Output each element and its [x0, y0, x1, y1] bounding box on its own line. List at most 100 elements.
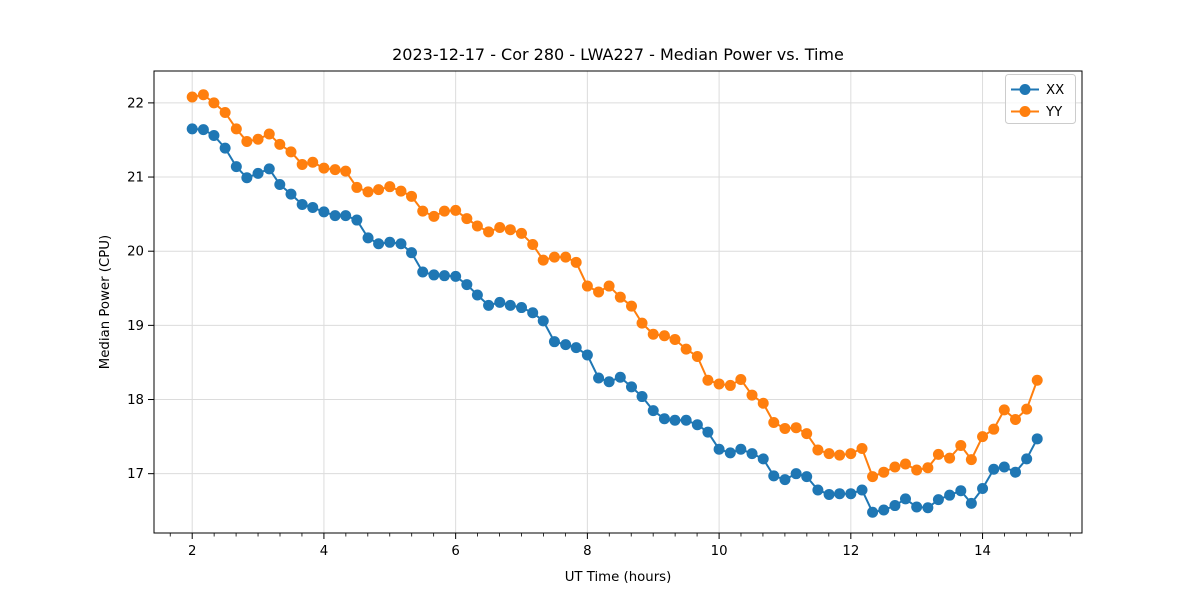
data-point-yy: [560, 251, 572, 263]
data-point-xx: [603, 376, 615, 388]
data-point-xx: [461, 279, 473, 291]
data-point-yy: [702, 374, 714, 386]
y-tick-label: 19: [127, 319, 144, 334]
data-point-xx: [691, 419, 703, 431]
data-point-yy: [362, 186, 374, 198]
data-point-xx: [702, 426, 714, 438]
data-point-yy: [494, 221, 506, 233]
series-line-yy: [192, 93, 1039, 478]
data-point-xx: [867, 506, 879, 518]
data-point-yy: [581, 280, 593, 292]
x-tick-label: 10: [711, 544, 728, 559]
data-point-yy: [318, 162, 330, 174]
data-point-xx: [384, 236, 396, 248]
data-point-yy: [384, 181, 396, 193]
data-point-xx: [834, 488, 846, 500]
legend-label-yy: YY: [1045, 105, 1063, 120]
data-point-xx: [296, 198, 308, 210]
data-point-xx: [417, 266, 429, 278]
x-tick-label: 6: [451, 544, 459, 559]
data-point-yy: [537, 254, 549, 266]
data-point-yy: [340, 165, 352, 177]
data-point-xx: [626, 381, 638, 393]
data-point-yy: [867, 471, 879, 483]
data-point-xx: [340, 210, 352, 222]
data-point-xx: [899, 493, 911, 505]
data-point-yy: [450, 204, 462, 216]
data-point-xx: [977, 483, 989, 495]
data-point-yy: [329, 164, 341, 176]
data-point-yy: [801, 428, 813, 440]
data-point-xx: [329, 210, 341, 222]
data-point-xx: [680, 414, 692, 426]
data-point-yy: [932, 448, 944, 460]
series-group: [186, 89, 1043, 518]
data-point-xx: [1021, 453, 1033, 465]
data-point-xx: [373, 238, 385, 250]
data-point-xx: [845, 488, 857, 500]
data-point-xx: [932, 494, 944, 506]
data-point-yy: [285, 146, 297, 158]
data-point-yy: [735, 373, 747, 385]
data-point-yy: [878, 466, 890, 478]
data-point-xx: [713, 443, 725, 455]
data-point-yy: [823, 448, 835, 460]
data-point-yy: [307, 156, 319, 168]
data-point-xx: [757, 453, 769, 465]
data-point-xx: [735, 443, 747, 455]
data-point-xx: [428, 269, 440, 281]
data-point-xx: [889, 500, 901, 512]
data-point-yy: [263, 128, 275, 140]
x-tick-label: 8: [583, 544, 591, 559]
data-point-yy: [856, 442, 868, 454]
data-point-xx: [450, 270, 462, 282]
data-point-yy: [790, 422, 802, 434]
data-point-yy: [603, 280, 615, 292]
data-point-yy: [241, 135, 253, 147]
data-point-yy: [691, 351, 703, 363]
data-point-yy: [570, 256, 582, 268]
data-point-yy: [208, 97, 220, 109]
data-point-yy: [955, 439, 967, 451]
data-point-yy: [395, 185, 407, 197]
data-point-xx: [647, 405, 659, 417]
y-tick-label: 18: [127, 393, 144, 408]
data-point-xx: [263, 163, 275, 175]
data-point-yy: [417, 205, 429, 217]
y-tick-label: 21: [127, 171, 144, 186]
data-point-xx: [527, 307, 539, 319]
data-point-xx: [362, 232, 374, 244]
y-tick-label: 17: [127, 467, 144, 482]
y-axis: 17 18 19 20 21 22: [127, 96, 154, 482]
legend-label-xx: XX: [1046, 83, 1064, 98]
data-point-xx: [614, 371, 626, 383]
data-point-yy: [504, 224, 516, 236]
data-point-yy: [548, 251, 560, 263]
data-point-xx: [548, 336, 560, 348]
data-point-xx: [746, 448, 758, 460]
data-point-xx: [988, 463, 1000, 475]
data-point-xx: [581, 349, 593, 361]
data-point-xx: [504, 299, 516, 311]
x-axis-label: UT Time (hours): [565, 570, 672, 585]
data-point-yy: [197, 89, 209, 101]
data-point-yy: [647, 328, 659, 340]
legend-box: [1005, 74, 1076, 124]
y-tick-label: 22: [127, 96, 144, 111]
data-point-yy: [768, 417, 780, 429]
data-point-yy: [614, 291, 626, 303]
data-point-yy: [779, 422, 791, 434]
data-point-yy: [965, 454, 977, 466]
data-point-xx: [965, 497, 977, 509]
data-point-xx: [812, 484, 824, 496]
data-point-xx: [208, 130, 220, 142]
data-point-yy: [636, 317, 648, 329]
data-point-xx: [944, 489, 956, 501]
data-point-xx: [483, 299, 495, 311]
data-point-yy: [296, 158, 308, 170]
data-point-xx: [570, 342, 582, 354]
data-point-yy: [889, 461, 901, 473]
grid-lines: [154, 71, 1082, 533]
data-point-yy: [230, 123, 242, 135]
